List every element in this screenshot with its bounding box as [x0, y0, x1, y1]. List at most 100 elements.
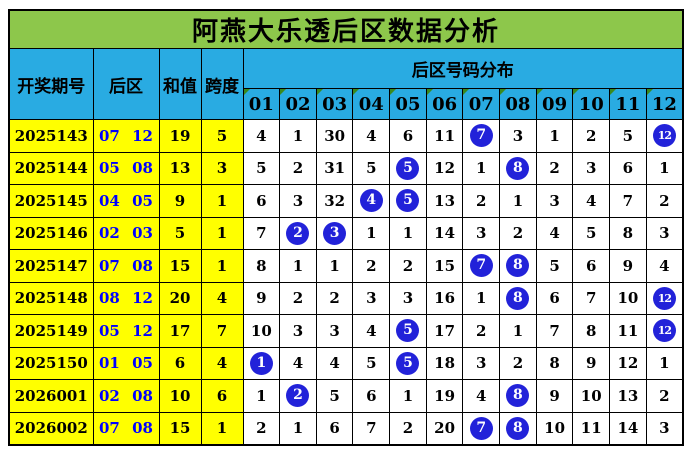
distribution-cell: 18	[425, 346, 464, 380]
distribution-cell: 1	[279, 119, 317, 153]
table-row: 2025144 05 08 13 3 5 2 31 5 5 12 1 8 2 3 6 1	[8, 151, 684, 185]
column-header-sum: 和值	[158, 48, 202, 120]
distribution-cell: 10	[609, 281, 647, 315]
distribution-cell: 7	[535, 314, 574, 348]
distribution-cell: 5	[389, 184, 427, 218]
title-row: 阿燕大乐透后区数据分析	[8, 9, 684, 49]
table-body: 2025143 07 12 19 5 4 1 30 4 6 11 7 3 1 2 5 12 2025144 05 …	[8, 119, 684, 445]
period-cell: 2026002	[8, 411, 94, 445]
page-title: 阿燕大乐透后区数据分析	[8, 9, 684, 49]
distribution-cell: 2	[279, 379, 317, 413]
back-zone-cell: 07 08	[92, 249, 160, 283]
ball-number: 12	[652, 319, 676, 343]
ball-number: 5	[396, 189, 420, 213]
ball-number: 5	[396, 351, 420, 375]
ball-number: 4	[359, 189, 383, 213]
distribution-cell: 1	[279, 411, 317, 445]
number-column-header: 12	[645, 88, 684, 120]
distribution-cell: 8	[499, 281, 537, 315]
ball-number: 8	[506, 384, 530, 408]
distribution-cell: 3	[389, 281, 427, 315]
distribution-cell: 9	[572, 346, 611, 380]
distribution-cell: 1	[352, 216, 391, 250]
distribution-cell: 10	[572, 379, 611, 413]
distribution-cell: 12	[609, 346, 647, 380]
distribution-cell: 5	[242, 151, 281, 185]
distribution-cell: 8	[609, 216, 647, 250]
distribution-cell: 17	[425, 314, 464, 348]
back-zone-cell: 05 08	[92, 151, 160, 185]
distribution-cell: 3	[572, 151, 611, 185]
table-row: 2025146 02 03 5 1 7 2 3 1 1 14 3 2 4 5 8 3	[8, 216, 684, 250]
distribution-cell: 8	[499, 151, 537, 185]
distribution-cell: 3	[279, 314, 317, 348]
distribution-cell: 4	[535, 216, 574, 250]
distribution-cell: 19	[425, 379, 464, 413]
distribution-cell: 20	[425, 411, 464, 445]
distribution-cell: 6	[389, 119, 427, 153]
distribution-cell: 7	[462, 249, 501, 283]
span-cell: 4	[200, 346, 244, 380]
distribution-cell: 2	[462, 184, 501, 218]
ball-number: 8	[506, 254, 530, 278]
ball-number: 2	[286, 384, 310, 408]
distribution-cell: 3	[352, 281, 391, 315]
period-cell: 2026001	[8, 379, 94, 413]
distribution-cell: 3	[279, 184, 317, 218]
distribution-cell: 4	[279, 346, 317, 380]
distribution-cell: 1	[535, 119, 574, 153]
distribution-cell: 2	[389, 411, 427, 445]
distribution-cell: 3	[315, 314, 354, 348]
number-column-header: 08	[499, 88, 537, 120]
distribution-cell: 1	[462, 281, 501, 315]
back-zone-cell: 02 08	[92, 379, 160, 413]
distribution-cell: 7	[352, 411, 391, 445]
distribution-cell: 3	[645, 411, 684, 445]
table-row: 2026001 02 08 10 6 1 2 5 6 1 19 4 8 9 10 13 2	[8, 379, 684, 413]
distribution-cell: 32	[315, 184, 354, 218]
distribution-cell: 13	[609, 379, 647, 413]
number-columns-row: 01 02 03 04 05 06 07 08 09 10 11 12	[9, 88, 684, 120]
column-header-span: 跨度	[200, 48, 244, 120]
span-cell: 1	[200, 216, 244, 250]
sum-cell: 15	[158, 411, 202, 445]
sum-cell: 15	[158, 249, 202, 283]
distribution-cell: 3	[645, 216, 684, 250]
distribution-cell: 11	[572, 411, 611, 445]
distribution-cell: 5	[352, 151, 391, 185]
distribution-cell: 9	[609, 249, 647, 283]
distribution-cell: 4	[462, 379, 501, 413]
sum-cell: 17	[158, 314, 202, 348]
distribution-cell: 1	[462, 151, 501, 185]
distribution-cell: 5	[389, 151, 427, 185]
span-cell: 5	[200, 119, 244, 153]
header-row: 开奖期号 后区 和值 跨度 后区号码分布	[8, 48, 684, 120]
back-zone-cell: 02 03	[92, 216, 160, 250]
table-row: 2025148 08 12 20 4 9 2 2 3 3 16 1 8 6 7 10 12	[8, 281, 684, 315]
column-header-period: 开奖期号	[8, 48, 94, 120]
span-cell: 1	[200, 411, 244, 445]
distribution-cell: 7	[242, 216, 281, 250]
ball-number: 7	[469, 254, 493, 278]
ball-number: 7	[469, 416, 493, 440]
sum-cell: 5	[158, 216, 202, 250]
table-row: 2026002 07 08 15 1 2 1 6 7 2 20 7 8 10 11 14 3	[8, 411, 684, 445]
distribution-cell: 4	[352, 314, 391, 348]
distribution-cell: 1	[499, 314, 537, 348]
ball-number: 3	[323, 221, 347, 245]
span-cell: 3	[200, 151, 244, 185]
distribution-cell: 5	[315, 379, 354, 413]
distribution-cell: 2	[499, 346, 537, 380]
distribution-cell: 8	[572, 314, 611, 348]
distribution-cell: 4	[315, 346, 354, 380]
distribution-cell: 12	[645, 314, 684, 348]
period-cell: 2025147	[8, 249, 94, 283]
distribution-cell: 10	[535, 411, 574, 445]
distribution-cell: 2	[645, 379, 684, 413]
distribution-cell: 2	[462, 314, 501, 348]
distribution-cell: 6	[315, 411, 354, 445]
back-zone-cell: 07 12	[92, 119, 160, 153]
distribution-cell: 4	[352, 119, 391, 153]
distribution-cell: 12	[645, 119, 684, 153]
